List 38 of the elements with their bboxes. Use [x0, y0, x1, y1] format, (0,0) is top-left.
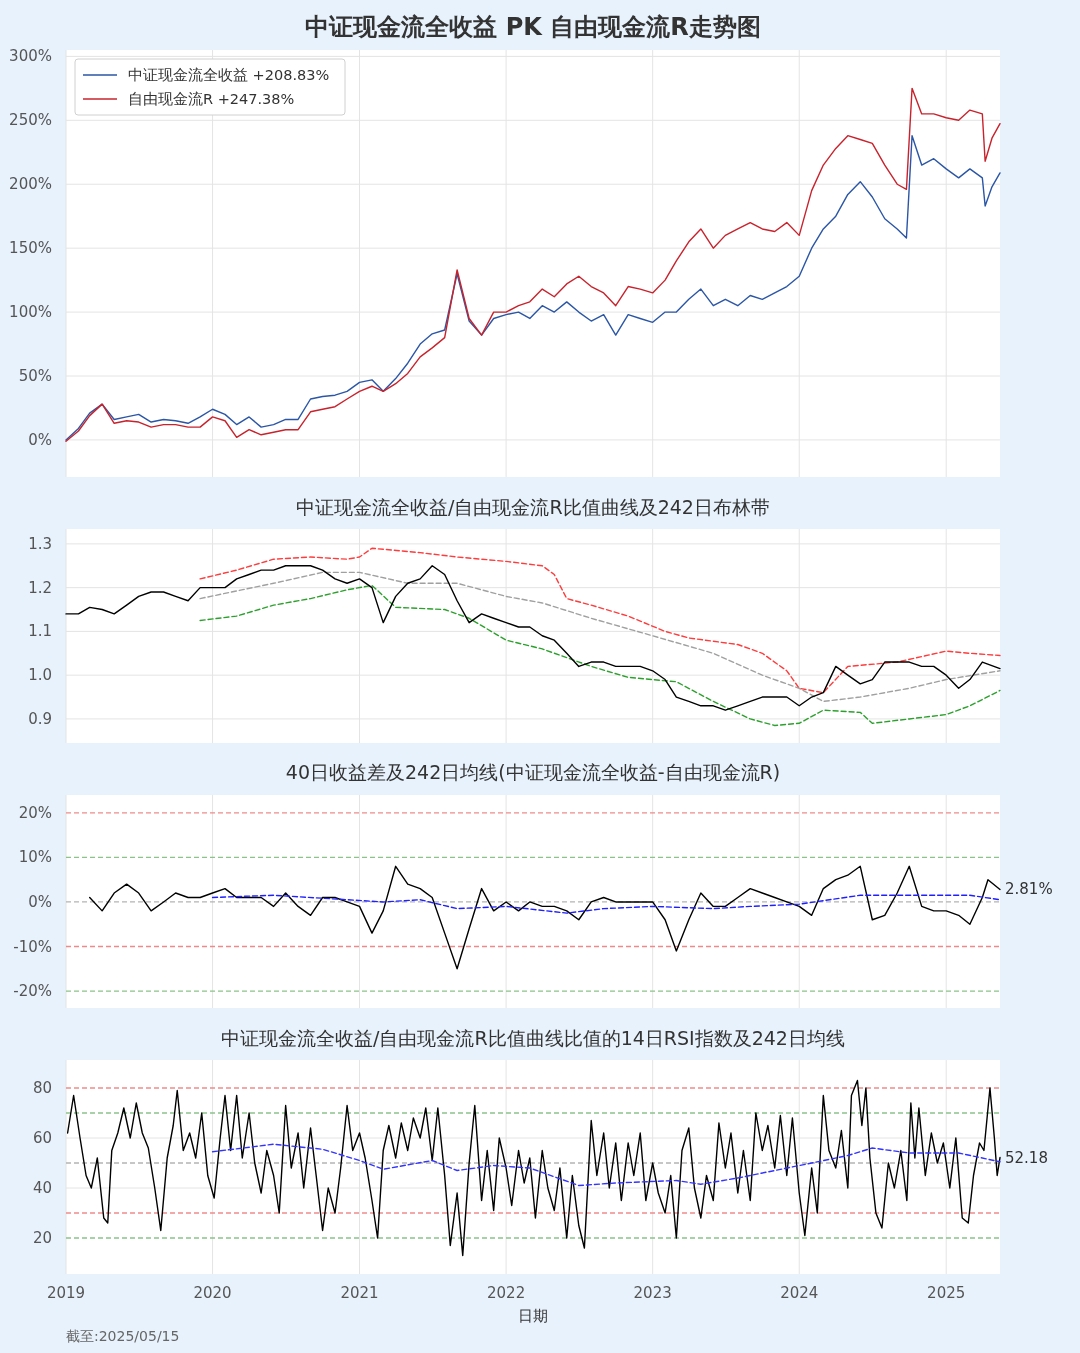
- x-tick-label: 2019: [46, 1284, 86, 1302]
- annotation: 52.18: [1005, 1148, 1048, 1167]
- y-tick-label: 1.1: [28, 622, 52, 641]
- y-tick-label: 150%: [9, 239, 52, 258]
- x-axis-title: 日期: [518, 1307, 548, 1325]
- y-tick-label: 1.3: [28, 534, 52, 553]
- y-tick-label: 1.2: [28, 578, 52, 597]
- y-tick-label: 20%: [18, 803, 52, 822]
- x-tick-label: 2020: [193, 1284, 232, 1302]
- chart-title: 中证现金流全收益 PK 自由现金流R走势图: [305, 13, 761, 41]
- y-tick-label: 0%: [28, 892, 52, 911]
- y-tick-label: 1.0: [28, 666, 52, 685]
- x-tick-label: 2024: [780, 1284, 819, 1302]
- y-tick-label: 80: [32, 1079, 52, 1097]
- x-tick-label: 2021: [340, 1284, 379, 1302]
- y-tick-label: -10%: [13, 937, 52, 956]
- text: 截至:2025/05/15: [66, 1328, 180, 1344]
- x-tick-label: 2023: [633, 1284, 672, 1302]
- x-tick-label: 2022: [487, 1284, 526, 1302]
- y-tick-label: 200%: [9, 175, 52, 194]
- y-tick-label: 10%: [18, 848, 52, 867]
- chart-title: 中证现金流全收益/自由现金流R比值曲线及242日布林带: [296, 496, 770, 518]
- y-tick-label: 250%: [9, 111, 52, 130]
- legend-label: 中证现金流全收益 +208.83%: [128, 67, 330, 83]
- y-tick-label: 300%: [9, 47, 52, 66]
- chart-title: 中证现金流全收益/自由现金流R比值曲线比值的14日RSI指数及242日均线: [221, 1027, 845, 1049]
- y-tick-label: 60: [32, 1129, 52, 1147]
- annotation: 2.81%: [1005, 880, 1053, 899]
- y-tick-label: 20: [32, 1229, 52, 1247]
- y-tick-label: 0%: [28, 430, 52, 449]
- y-tick-label: 100%: [9, 303, 52, 322]
- y-tick-label: 0.9: [28, 709, 52, 728]
- legend-label: 自由现金流R +247.38%: [128, 91, 295, 107]
- y-tick-label: 40: [32, 1179, 52, 1197]
- y-tick-label: -20%: [13, 982, 52, 1001]
- chart-title: 40日收益差及242日均线(中证现金流全收益-自由现金流R): [285, 761, 781, 783]
- y-tick-label: 50%: [18, 367, 52, 385]
- x-tick-label: 2025: [927, 1284, 966, 1302]
